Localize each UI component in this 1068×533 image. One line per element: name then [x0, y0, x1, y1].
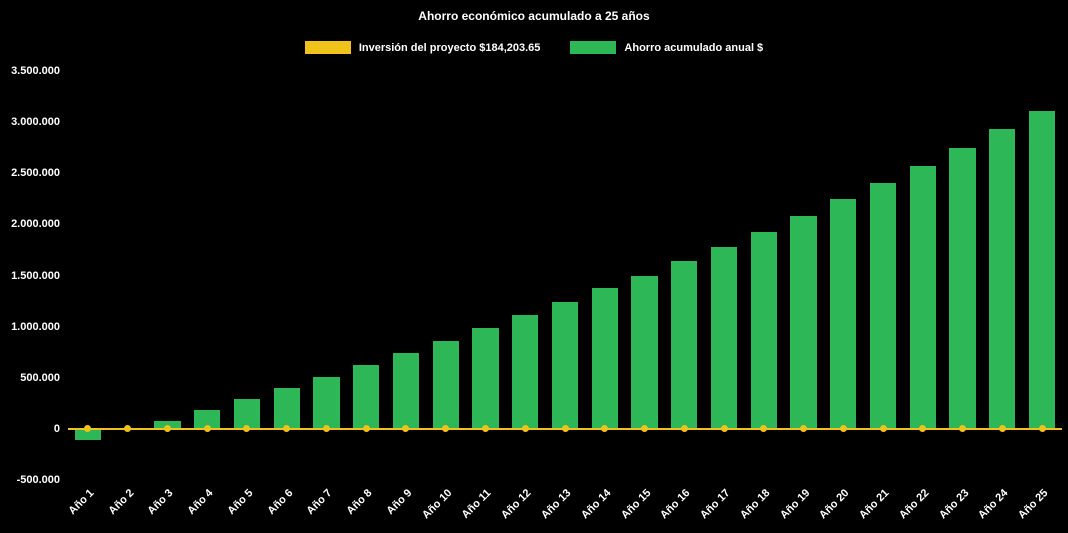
x-axis-label: Año 13: [539, 487, 574, 522]
investment-line-marker: [84, 425, 92, 433]
investment-line-marker: [481, 425, 489, 433]
x-axis-label: Año 16: [658, 487, 693, 522]
bar-año-5: [233, 399, 261, 429]
y-axis-label: 0: [53, 422, 60, 435]
legend-swatch-savings: [570, 41, 617, 54]
investment-line-marker: [1038, 425, 1046, 433]
investment-line-marker: [203, 425, 211, 433]
x-axis-label: Año 25: [1016, 487, 1051, 522]
legend-label-savings: Ahorro acumulado anual $: [624, 41, 764, 54]
y-axis-label: 2.500.000: [11, 167, 60, 180]
x-axis-label: Año 19: [777, 487, 813, 522]
legend: Inversión del proyecto $184,203.65 Ahorr…: [0, 41, 1068, 54]
investment-line-marker: [243, 425, 251, 433]
x-axis-label: Año 1: [66, 487, 97, 518]
bar-año-15: [631, 275, 658, 429]
x-axis-label: Año 6: [265, 487, 296, 518]
legend-label-investment: Inversión del proyecto $184,203.65: [358, 41, 541, 54]
investment-line-marker: [442, 425, 450, 433]
y-axis-label: 3.500.000: [11, 65, 60, 77]
x-axis-label: Año 9: [384, 487, 415, 518]
y-axis-label: 1.000.000: [11, 320, 60, 333]
investment-line-marker: [919, 425, 927, 433]
bar-año-14: [591, 288, 618, 429]
bar-año-21: [869, 183, 897, 429]
investment-line-marker: [760, 425, 768, 433]
investment-line-marker: [601, 425, 609, 433]
bar-año-13: [551, 301, 579, 429]
y-axis-label: 500.000: [20, 371, 60, 384]
x-axis-label: Año 14: [578, 487, 614, 522]
y-axis-label: 2.000.000: [11, 218, 60, 231]
x-axis-label: Año 11: [459, 487, 494, 521]
x-axis-label: Año 15: [618, 487, 654, 522]
bar-año-23: [949, 147, 976, 429]
y-axis-label: -500.000: [16, 474, 60, 486]
bar-año-10: [432, 340, 459, 429]
x-axis-label: Año 10: [419, 487, 455, 522]
investment-line-marker: [720, 425, 728, 433]
legend-swatch-investment: [304, 41, 351, 54]
chart-title: Ahorro económico acumulado a 25 años: [418, 9, 650, 23]
investment-line-marker: [680, 425, 688, 433]
x-axis-label: Año 4: [185, 487, 216, 518]
x-axis-label: Año 3: [145, 487, 176, 518]
bar-año-9: [392, 353, 420, 429]
bar-año-4: [194, 410, 221, 429]
bar-año-20: [830, 198, 857, 429]
bar-año-25: [1028, 110, 1056, 429]
bar-año-12: [512, 314, 539, 429]
x-axis-label: Año 2: [106, 487, 137, 518]
bar-año-19: [790, 216, 817, 429]
x-axis-label: Año 20: [817, 487, 852, 522]
investment-line-marker: [362, 425, 370, 433]
x-axis-label: Año 21: [857, 487, 892, 522]
bar-año-17: [710, 246, 738, 429]
bar-año-16: [671, 261, 698, 429]
investment-line-marker: [402, 425, 410, 433]
x-axis-label: Año 12: [499, 487, 534, 522]
bar-año-22: [909, 166, 936, 429]
investment-line-marker: [641, 425, 649, 433]
x-axis-label: Año 17: [698, 487, 733, 522]
investment-line-marker: [322, 425, 330, 433]
bar-año-18: [750, 231, 777, 429]
investment-line-marker: [124, 425, 132, 433]
x-axis-label: Año 8: [344, 487, 375, 518]
y-axis-label: 1.500.000: [11, 269, 60, 282]
bar-año-3: [154, 420, 181, 429]
investment-line-marker: [839, 425, 847, 433]
bar-año-8: [353, 365, 380, 429]
investment-line-marker: [283, 425, 291, 433]
legend-item-savings: Ahorro acumulado anual $: [570, 41, 763, 54]
investment-line-marker: [959, 425, 967, 433]
investment-line-marker: [561, 425, 569, 433]
y-axis-label: 3.000.000: [11, 116, 60, 129]
bar-año-11: [472, 327, 499, 429]
investment-line-marker: [998, 425, 1006, 433]
investment-line-marker: [163, 425, 171, 433]
x-axis-label: Año 5: [225, 487, 256, 518]
x-axis-label: Año 18: [737, 487, 773, 522]
investment-line-marker: [879, 425, 887, 433]
x-axis-label: Año 24: [976, 487, 1011, 522]
bar-año-7: [313, 376, 340, 429]
bar-año-6: [273, 387, 300, 429]
legend-item-investment: Inversión del proyecto $184,203.65: [304, 41, 541, 54]
x-axis-label: Año 22: [896, 487, 932, 522]
plot-area: [68, 71, 1062, 480]
bar-año-24: [989, 129, 1016, 429]
x-axis-label: Año 7: [304, 487, 335, 518]
investment-line-marker: [800, 425, 808, 433]
investment-line-marker: [521, 425, 529, 433]
x-axis-label: Año 23: [936, 487, 972, 522]
bar-año-1: [74, 428, 101, 441]
